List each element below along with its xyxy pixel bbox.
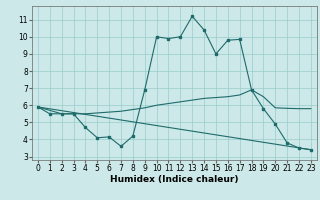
X-axis label: Humidex (Indice chaleur): Humidex (Indice chaleur) (110, 175, 239, 184)
